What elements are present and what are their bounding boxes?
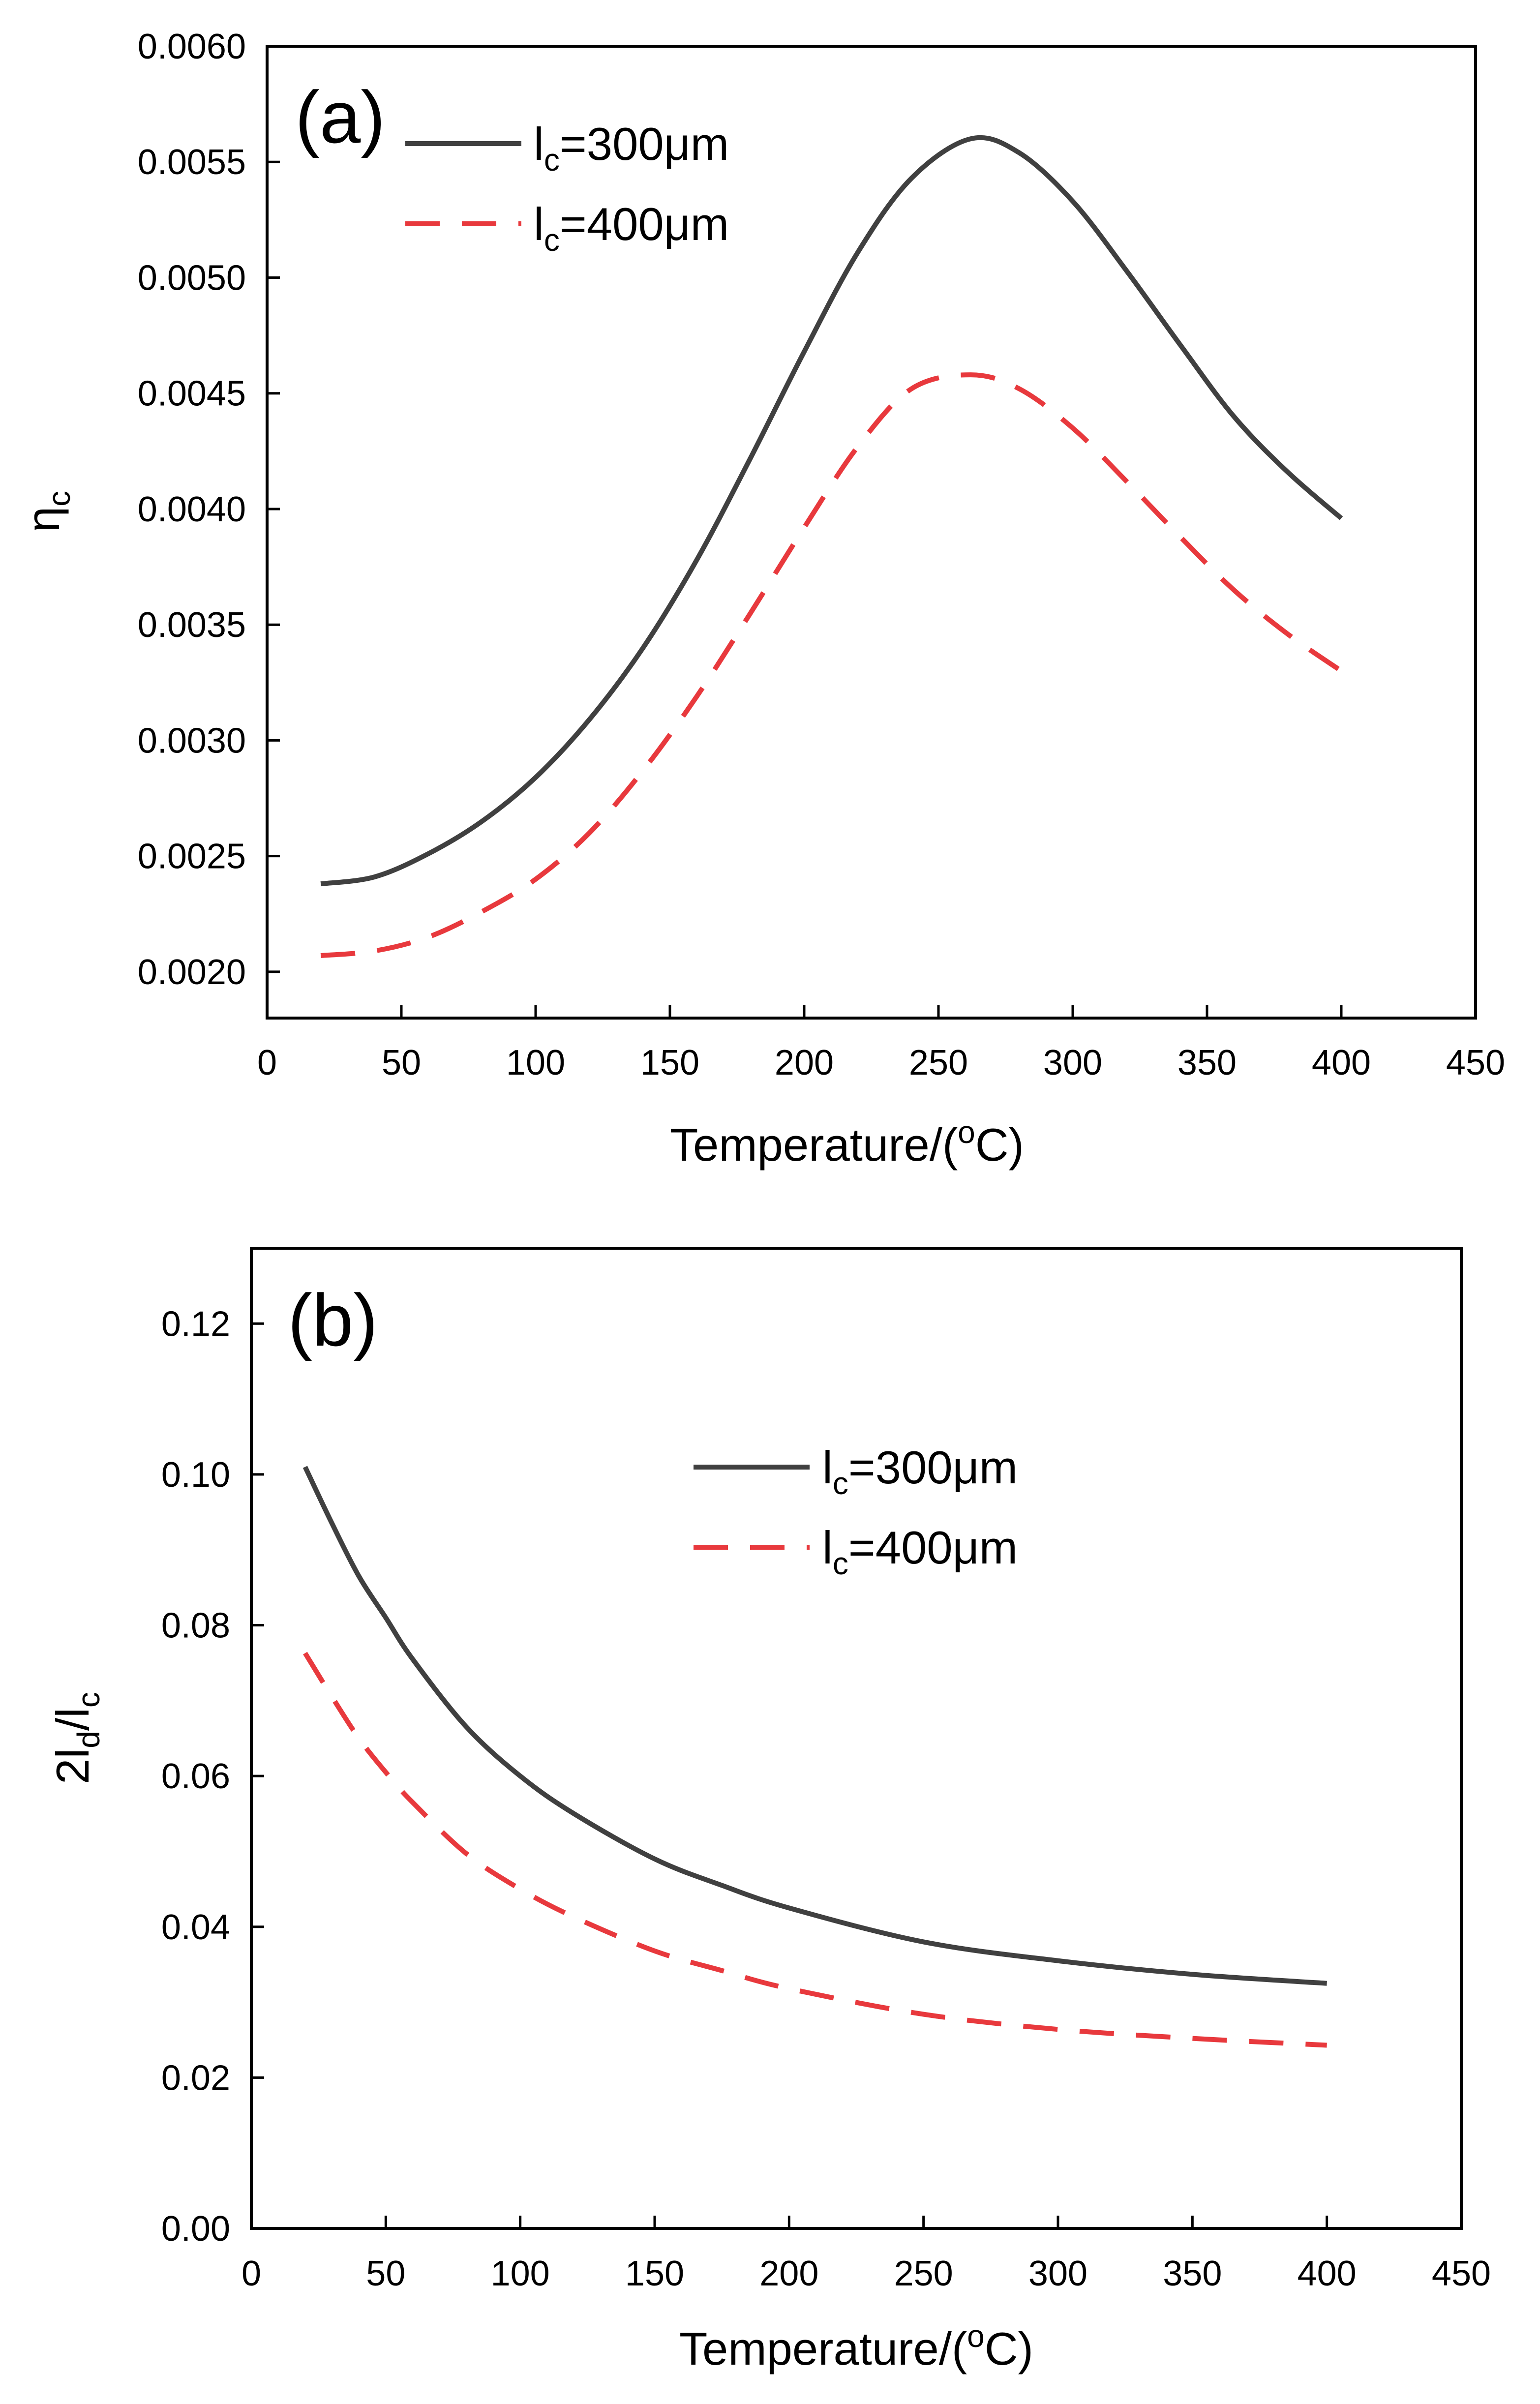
x-tick-label: 400 [1312,1043,1371,1082]
x-tick-label: 350 [1163,2254,1222,2293]
y-tick-label: 0.0060 [138,27,246,66]
legend-label-b-300: lc=300μm [822,1442,1018,1501]
x-tick-label: 250 [894,2254,953,2293]
y-tick-label: 0.06 [161,1757,230,1796]
legend-label-a-300: lc=300μm [534,118,729,178]
y-ticks-a: 0.0020 0.0025 0.0030 0.0035 0.0040 0.0045 0.00… [138,27,280,992]
x-tick-label: 50 [366,2254,405,2293]
x-tick-label: 250 [909,1043,968,1082]
series-line-a-400 [320,372,1343,958]
y-axis-title-b: 2ld/lc [47,1692,106,1784]
y-tick-label: 0.04 [161,1908,230,1947]
lines-a [320,135,1343,958]
y-tick-label: 0.10 [161,1455,230,1495]
panel-label-b: (b) [288,1279,378,1361]
x-tick-label: 150 [625,2254,684,2293]
y-tick-label: 0.0035 [138,605,246,645]
x-ticks-a: 0 50 100 150 200 250 300 350 400 450 [257,1005,1505,1082]
legend-label-b-400: lc=400μm [822,1522,1018,1581]
series-line-a-300 [320,135,1343,887]
x-tick-label: 50 [382,1043,421,1082]
x-tick-label: 0 [257,1043,277,1082]
x-axis-title-b: Temperature/(oC) [679,2318,1033,2374]
legend-b: lc=300μm lc=400μm [694,1442,1018,1581]
x-axis-title-a: Temperature/(oC) [670,1114,1024,1171]
panel-b: 0 50 100 150 200 250 300 350 400 450 0.00 0.02 0.04… [47,1247,1491,2374]
x-tick-label: 100 [506,1043,565,1082]
y-tick-label: 0.0055 [138,143,246,182]
legend-label-a-400: lc=400μm [534,198,729,258]
x-tick-label: 0 [242,2254,261,2293]
legend-a: lc=300μm lc=400μm [405,118,729,258]
x-tick-label: 100 [491,2254,550,2293]
y-tick-label: 0.0050 [138,258,246,298]
y-ticks-b: 0.00 0.02 0.04 0.06 0.08 0.10 0.12 [161,1304,264,2249]
plot-frame-a [266,45,1477,1020]
y-tick-label: 0.02 [161,2058,230,2098]
y-tick-label: 0.0040 [138,490,246,529]
y-tick-label: 0.0045 [138,374,246,414]
x-tick-label: 300 [1028,2254,1087,2293]
lines-b [302,1466,1328,2048]
y-axis-title-a: ηc [17,491,77,532]
y-tick-label: 0.00 [161,2209,230,2249]
y-tick-label: 0.0025 [138,837,246,876]
x-tick-label: 450 [1432,2254,1491,2293]
x-tick-label: 400 [1298,2254,1357,2293]
x-tick-label: 200 [775,1043,834,1082]
y-tick-label: 0.0030 [138,721,246,760]
series-line-b-300 [302,1466,1328,1986]
panel-a: 0 50 100 150 200 250 300 350 400 450 0.0020 0.0025… [17,27,1505,1171]
x-tick-label: 300 [1043,1043,1102,1082]
y-tick-label: 0.12 [161,1304,230,1344]
x-ticks-b: 0 50 100 150 200 250 300 350 400 450 [242,2216,1491,2293]
y-tick-label: 0.08 [161,1606,230,1646]
y-tick-label: 0.0020 [138,953,246,992]
x-tick-label: 150 [640,1043,699,1082]
x-tick-label: 450 [1446,1043,1505,1082]
panel-label-a: (a) [295,76,385,158]
plot-frame-b [250,1247,1463,2230]
x-tick-label: 200 [759,2254,818,2293]
series-line-b-400 [303,1652,1327,2048]
x-tick-label: 350 [1178,1043,1237,1082]
